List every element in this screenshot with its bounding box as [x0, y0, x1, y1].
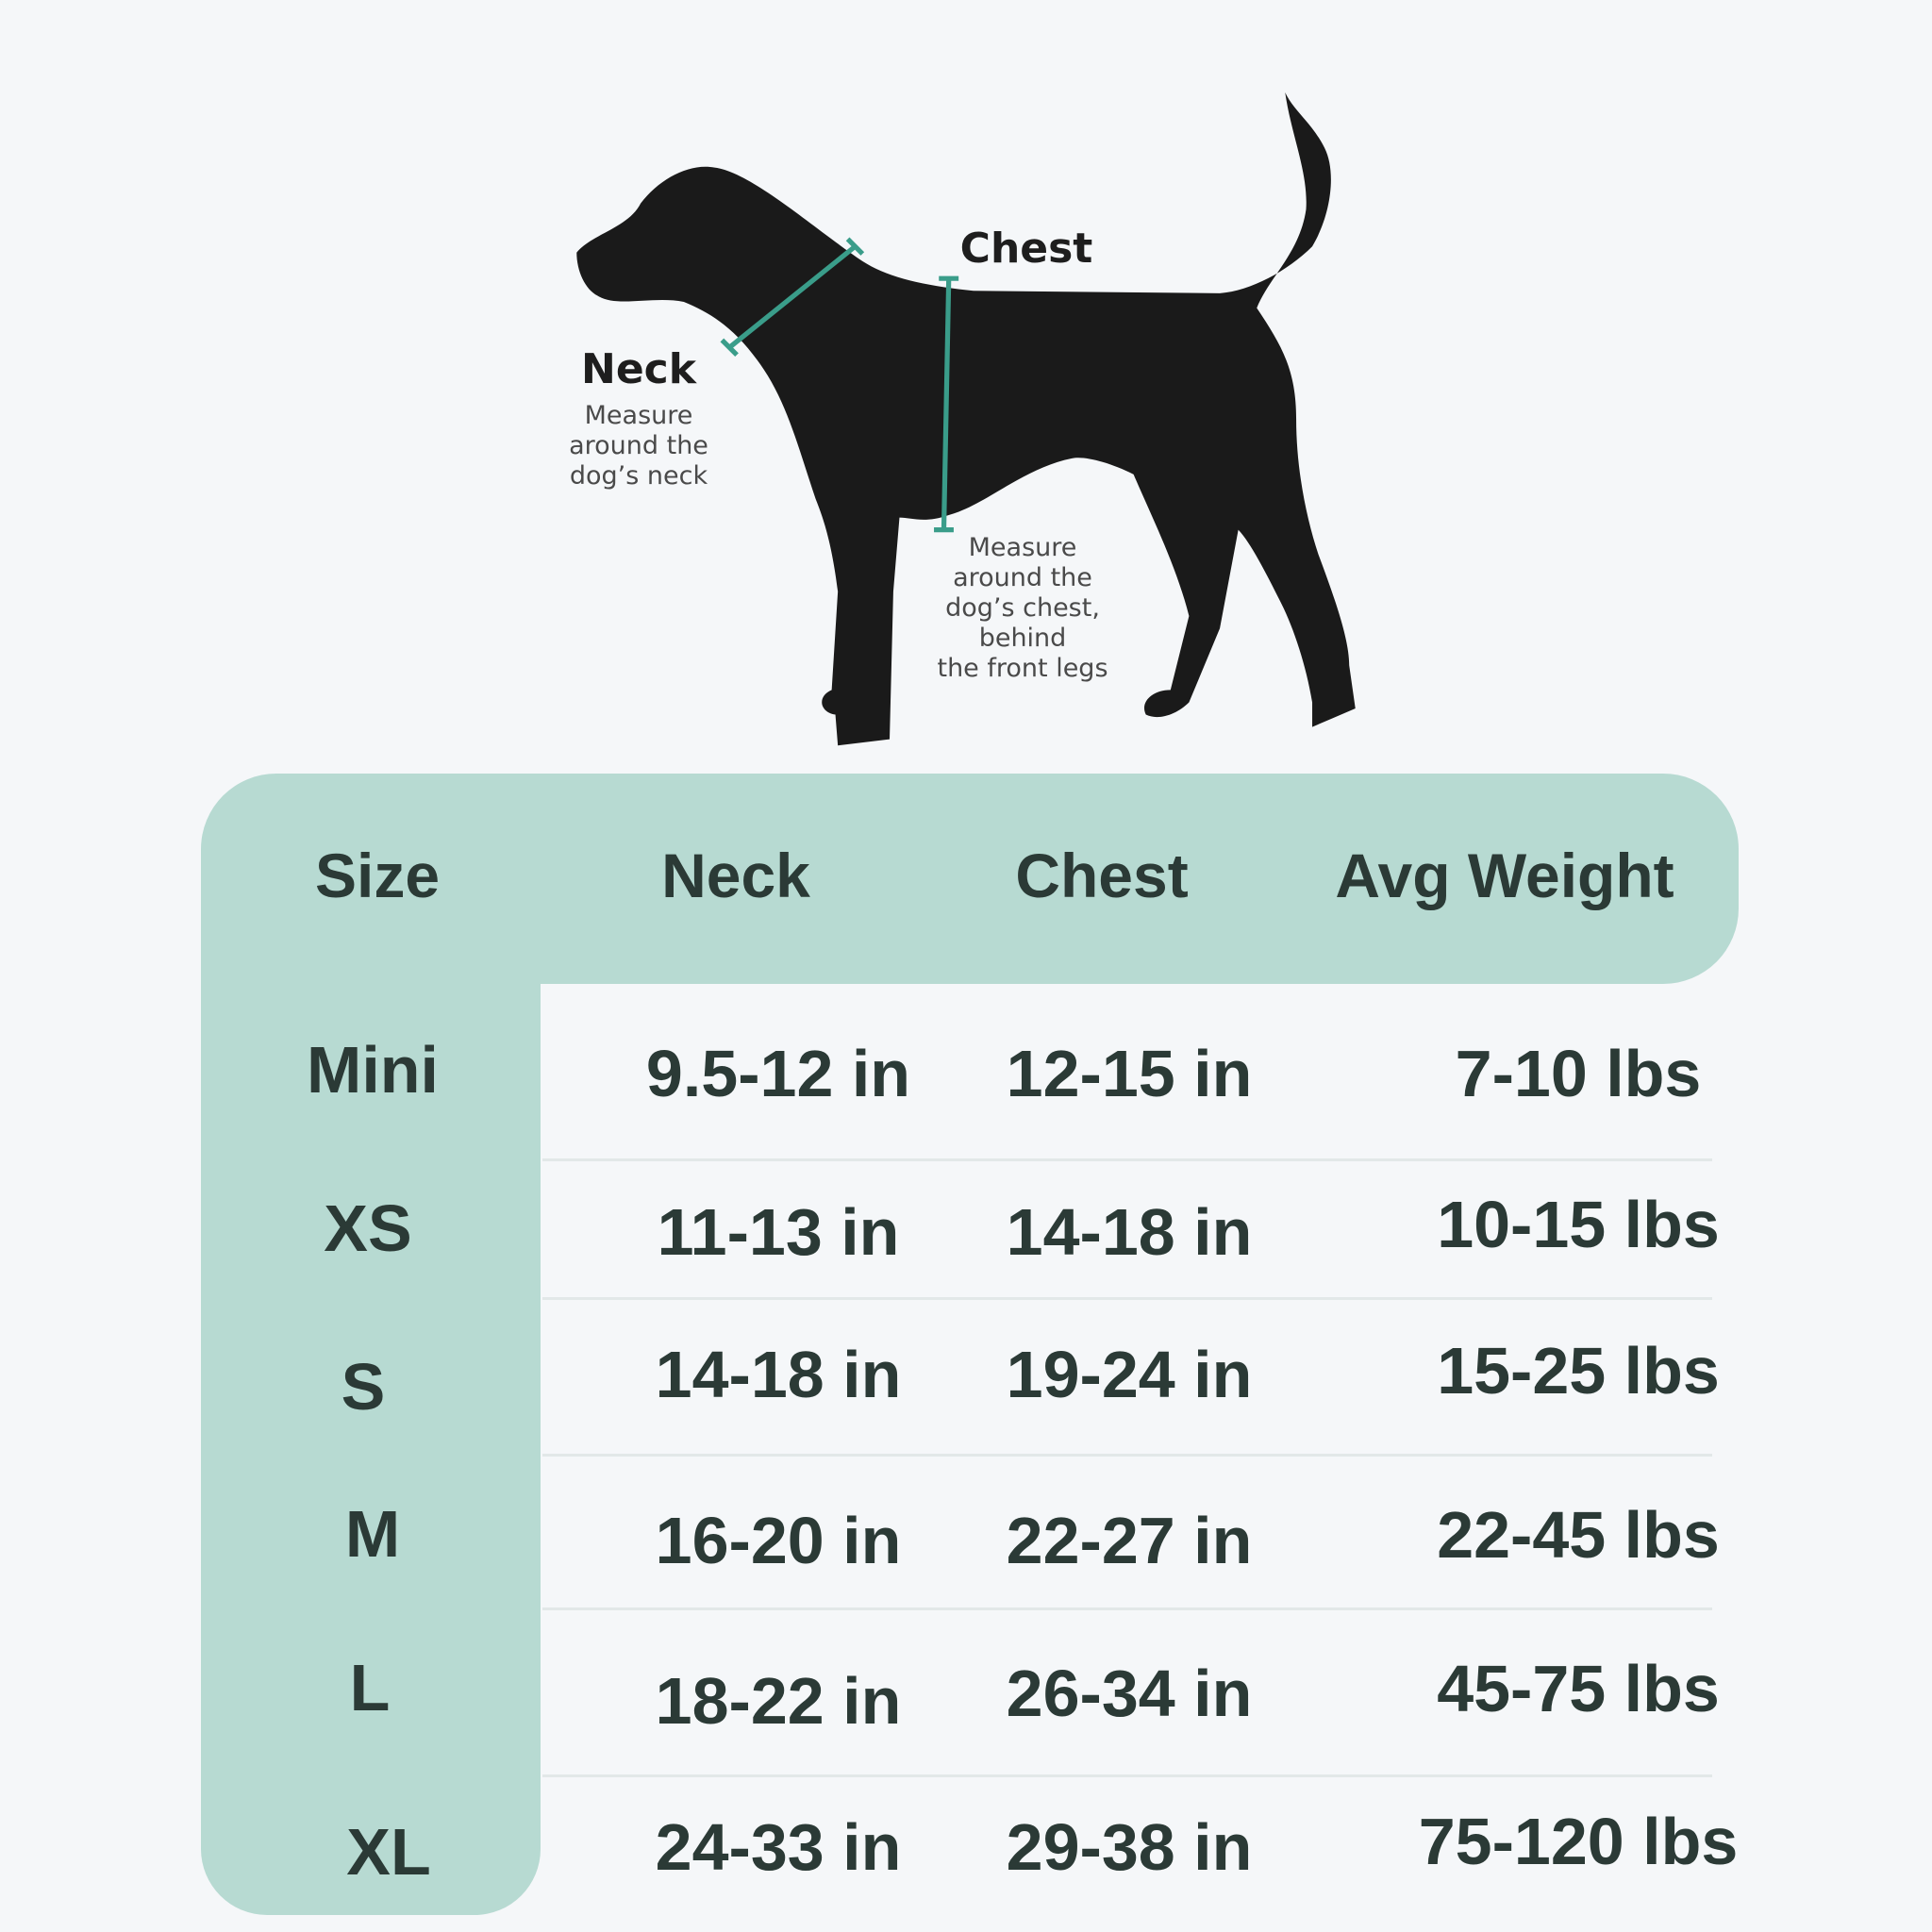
header-avg-weight: Avg Weight [1335, 841, 1674, 910]
cell-neck: 11-13 in [657, 1195, 900, 1269]
cell-chest: 22-27 in [1006, 1504, 1253, 1577]
row-divider [542, 1158, 1712, 1161]
cell-size: XL [346, 1815, 431, 1889]
cell-weight: 15-25 lbs [1437, 1334, 1720, 1407]
dog-silhouette [576, 92, 1356, 746]
cell-size: S [341, 1350, 386, 1424]
cell-chest: 19-24 in [1006, 1338, 1253, 1411]
cell-size: M [344, 1497, 401, 1571]
cell-neck: 14-18 in [655, 1338, 902, 1411]
header-chest: Chest [1015, 841, 1189, 910]
size-column-band [201, 849, 541, 1915]
cell-weight: 10-15 lbs [1437, 1188, 1720, 1261]
cell-chest: 14-18 in [1006, 1195, 1253, 1269]
cell-weight: 7-10 lbs [1455, 1037, 1702, 1110]
header-neck: Neck [661, 841, 810, 910]
cell-chest: 29-38 in [1006, 1810, 1253, 1884]
cell-chest: 26-34 in [1006, 1657, 1253, 1730]
row-divider [542, 1454, 1712, 1457]
row-divider [542, 1774, 1712, 1777]
cell-weight: 75-120 lbs [1418, 1805, 1739, 1878]
cell-chest: 12-15 in [1006, 1037, 1253, 1110]
cell-size: XS [324, 1191, 412, 1265]
neck-description: Measure around the dog’s neck [569, 401, 708, 491]
chest-measure-line [934, 275, 959, 533]
chest-description: Measure around the dog’s chest, behind t… [937, 533, 1108, 683]
row-divider [542, 1607, 1712, 1610]
cell-size: Mini [307, 1033, 439, 1107]
cell-neck: 24-33 in [655, 1810, 902, 1884]
cell-neck: 18-22 in [655, 1664, 902, 1738]
chest-label: Chest [959, 225, 1093, 273]
neck-measure-line [720, 237, 865, 358]
cell-weight: 45-75 lbs [1437, 1652, 1720, 1725]
cell-neck: 9.5-12 in [645, 1037, 911, 1110]
header-size: Size [314, 841, 441, 910]
cell-weight: 22-45 lbs [1437, 1498, 1720, 1572]
row-divider [542, 1297, 1712, 1300]
cell-neck: 16-20 in [655, 1504, 902, 1577]
cell-size: L [349, 1651, 391, 1724]
neck-label: Neck [580, 345, 697, 393]
